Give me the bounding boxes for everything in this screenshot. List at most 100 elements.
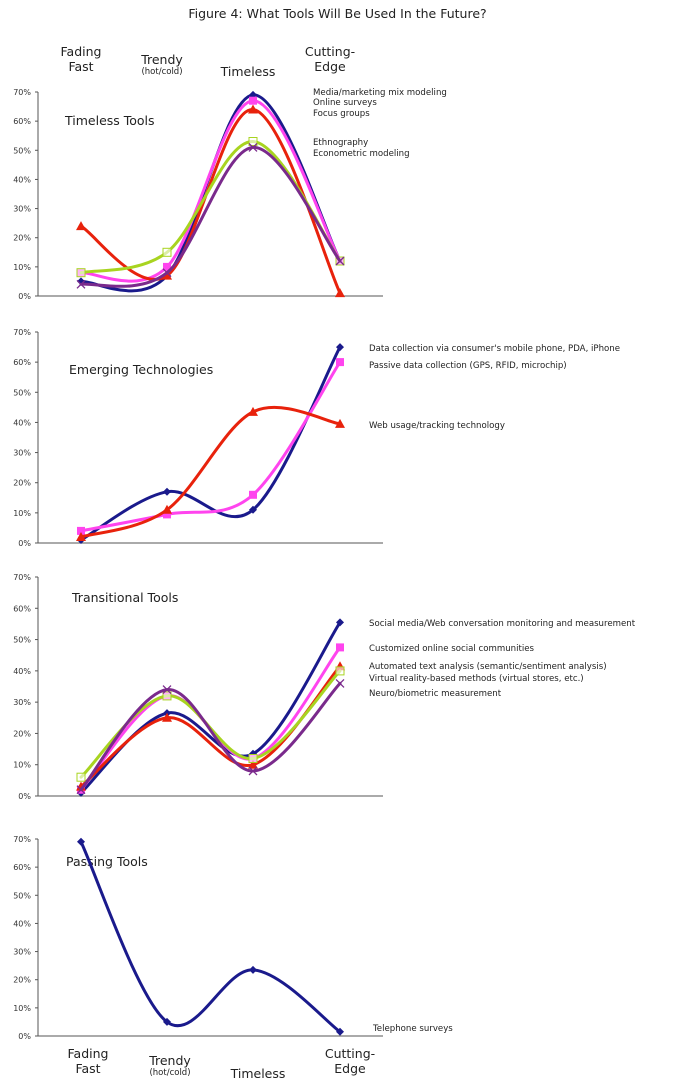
y-tick-label: 40% — [13, 175, 31, 184]
y-tick-label: 20% — [13, 976, 31, 985]
data-point-1 — [163, 1017, 171, 1026]
category-label: Trendy — [149, 1053, 191, 1068]
panel-title: Timeless Tools — [64, 113, 155, 128]
data-point-3 — [335, 678, 345, 688]
top-category-trendy: Trendy (hot/cold) — [130, 52, 194, 78]
bottom-category-timeless: Timeless — [222, 1066, 294, 1081]
data-point-2 — [249, 965, 257, 974]
top-category-timeless: Timeless — [212, 64, 284, 79]
data-point-1 — [163, 487, 171, 496]
category-label: Cutting- Edge — [324, 1046, 376, 1076]
top-category-cutting-edge: Cutting- Edge — [295, 44, 365, 74]
y-tick-label: 40% — [13, 667, 31, 676]
data-point-0 — [77, 526, 85, 535]
y-tick-label: 60% — [13, 604, 31, 613]
data-point-1 — [162, 268, 172, 278]
y-tick-label: 30% — [13, 698, 31, 707]
legend-label: Media/marketing mix modeling — [313, 88, 447, 98]
y-tick-label: 70% — [13, 328, 31, 337]
y-tick-label: 0% — [18, 792, 31, 801]
legend-label: Online surveys — [313, 98, 377, 108]
data-point-2 — [249, 96, 257, 105]
series-line — [79, 840, 342, 1034]
data-point-3 — [336, 358, 344, 367]
y-tick-label: 20% — [13, 479, 31, 488]
data-point-2 — [248, 137, 258, 146]
data-point-2 — [248, 142, 258, 152]
category-label: Cutting- Edge — [304, 44, 356, 74]
y-tick-label: 10% — [13, 509, 31, 518]
y-tick-label: 70% — [13, 835, 31, 844]
category-sublabel: (hot/cold) — [149, 1068, 191, 1078]
legend-label: Data collection via consumer's mobile ph… — [369, 344, 620, 354]
data-point-1 — [162, 712, 172, 722]
data-point-3 — [336, 1027, 344, 1036]
data-point-3 — [335, 256, 345, 266]
data-point-3 — [336, 343, 344, 352]
y-tick-label: 10% — [13, 761, 31, 770]
figure-title: Figure 4: What Tools Will Be Used In the… — [188, 6, 487, 21]
data-point-3 — [335, 288, 345, 298]
y-tick-label: 10% — [13, 263, 31, 272]
y-tick-label: 40% — [13, 418, 31, 427]
data-point-0 — [76, 785, 86, 795]
data-point-2 — [248, 406, 258, 416]
legend-label: Virtual reality-based methods (virtual s… — [369, 674, 584, 684]
legend-label: Automated text analysis (semantic/sentim… — [369, 662, 607, 672]
data-point-0 — [76, 268, 86, 278]
y-tick-label: 30% — [13, 205, 31, 214]
series-line — [79, 99, 342, 283]
legend-label: Web usage/tracking technology — [369, 421, 505, 431]
data-point-1 — [163, 262, 171, 271]
data-point-2 — [249, 505, 257, 514]
y-tick-label: 0% — [18, 539, 31, 548]
legend-label: Passive data collection (GPS, RFID, micr… — [369, 361, 567, 371]
y-tick-label: 70% — [13, 88, 31, 97]
y-tick-label: 30% — [13, 948, 31, 957]
data-point-0 — [76, 532, 86, 541]
series-line — [79, 681, 342, 792]
y-tick-label: 50% — [13, 891, 31, 900]
legend-label: Social media/Web conversation monitoring… — [369, 619, 636, 629]
data-point-3 — [335, 666, 345, 676]
bottom-category-trendy: Trendy (hot/cold) — [138, 1053, 202, 1079]
data-point-1 — [162, 504, 172, 514]
legend-label: Ethnography — [313, 138, 368, 148]
category-label: Timeless — [220, 64, 276, 79]
legend-label: Telephone surveys — [372, 1024, 453, 1034]
data-point-0 — [76, 279, 86, 289]
y-tick-label: 70% — [13, 573, 31, 582]
y-tick-label: 20% — [13, 234, 31, 243]
data-point-3 — [336, 618, 344, 627]
category-label: Trendy — [141, 52, 183, 67]
y-tick-label: 50% — [13, 636, 31, 645]
data-point-3 — [335, 418, 345, 428]
series-line — [79, 405, 342, 539]
data-point-2 — [248, 766, 258, 776]
category-label: Fading Fast — [60, 44, 102, 74]
y-tick-label: 40% — [13, 919, 31, 928]
bottom-category-cutting-edge: Cutting- Edge — [315, 1046, 385, 1076]
panel-title: Transitional Tools — [71, 590, 178, 605]
series-line — [79, 145, 342, 288]
panel-title: Passing Tools — [66, 854, 148, 869]
legend-label: Neuro/biometric measurement — [369, 689, 502, 699]
data-point-1 — [162, 247, 172, 257]
data-point-1 — [162, 691, 172, 701]
y-tick-label: 50% — [13, 388, 31, 397]
data-point-1 — [162, 685, 172, 695]
bottom-category-fading-fast: Fading Fast — [57, 1046, 119, 1076]
y-tick-label: 0% — [18, 1032, 31, 1041]
category-sublabel: (hot/cold) — [141, 67, 183, 77]
series-line — [79, 360, 342, 533]
data-point-2 — [248, 754, 258, 763]
y-tick-label: 60% — [13, 358, 31, 367]
data-point-0 — [76, 221, 86, 231]
data-point-1 — [163, 510, 171, 519]
series-line — [79, 669, 342, 779]
y-tick-label: 0% — [18, 292, 31, 301]
y-tick-label: 20% — [13, 729, 31, 738]
data-point-0 — [76, 772, 86, 782]
y-tick-label: 10% — [13, 1004, 31, 1013]
